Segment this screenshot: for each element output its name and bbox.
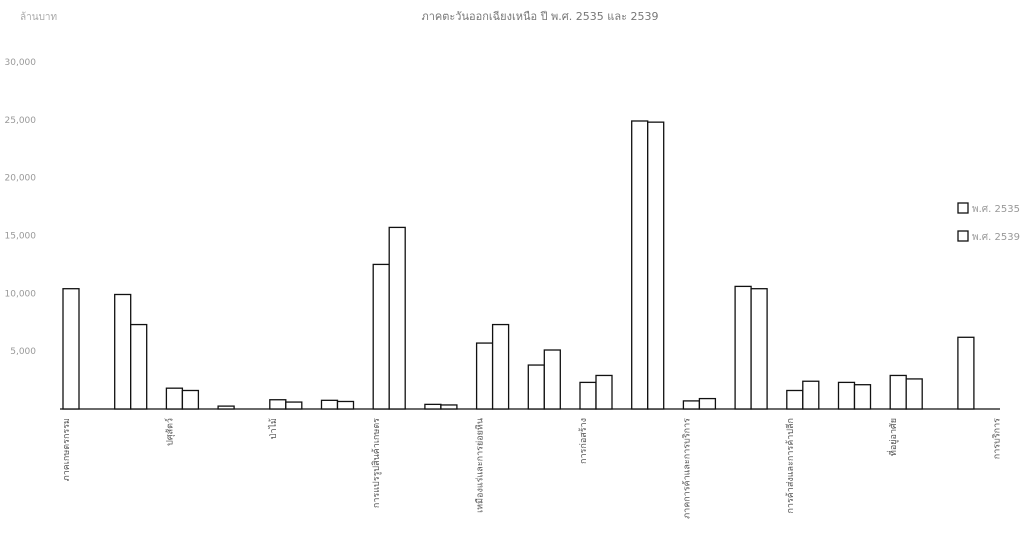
- bar-series2: [336, 400, 355, 410]
- legend-label: พ.ศ. 2535: [972, 204, 1020, 215]
- category-label: การก่อสร้าง: [578, 418, 589, 464]
- category-label: ภาคการค้าและการบริการ: [681, 418, 692, 519]
- bar-series2: [440, 404, 458, 410]
- bar-series1: [217, 405, 235, 410]
- bar-series2: [853, 384, 872, 410]
- y-axis-unit-label: ล้านบาท: [20, 11, 57, 23]
- bar-series1: [579, 381, 597, 410]
- bar-series1: [114, 293, 132, 410]
- category-label: การบริการ: [992, 418, 1003, 459]
- bar-series2: [130, 323, 148, 410]
- bar-series1: [475, 342, 494, 410]
- legend-swatch: [957, 202, 969, 214]
- bar-series2: [595, 374, 613, 410]
- y-tick-label: 15,000: [5, 232, 37, 242]
- bar-series2: [285, 401, 303, 410]
- legend-swatch: [957, 230, 969, 242]
- bar-series1: [62, 288, 80, 410]
- bar-series1: [786, 389, 804, 410]
- chart-title: ภาคตะวันออกเฉียงเหนือ ปี พ.ศ. 2535 และ 2…: [421, 10, 658, 23]
- legend-label: พ.ศ. 2539: [972, 232, 1020, 243]
- y-axis-ticks: 30,000 25,000 20,000 15,000 10,000 5,000: [5, 58, 37, 357]
- bar-series2: [388, 226, 406, 410]
- bar-series1: [320, 399, 339, 410]
- bar-series1: [527, 364, 545, 410]
- bar-series1: [734, 285, 752, 410]
- bar-series1: [837, 381, 856, 410]
- category-label: การแปรรูปสินค้าเกษตร: [371, 418, 382, 508]
- category-label: ที่อยู่อาศัย: [886, 418, 899, 456]
- bar-series2: [491, 323, 510, 410]
- bar-series2: [957, 336, 975, 410]
- category-label: เหมืองแร่และการย่อยหิน: [475, 418, 486, 513]
- bar-series2: [802, 380, 820, 410]
- bar-series2: [698, 397, 717, 410]
- bar-series1: [424, 403, 442, 410]
- category-label: ภาคเกษตรกรรม: [62, 418, 72, 481]
- bar-series2: [750, 288, 768, 410]
- bar-series2: [181, 389, 200, 410]
- y-tick-label: 20,000: [5, 174, 37, 184]
- y-tick-label: 30,000: [5, 58, 37, 68]
- bar-series1: [269, 399, 287, 410]
- bar-series2: [543, 349, 561, 410]
- bar-series1: [372, 263, 390, 410]
- category-label: ปศุสัตว์: [163, 418, 175, 446]
- y-tick-label: 5,000: [10, 347, 36, 357]
- category-label: การค้าส่งและการค้าปลีก: [785, 418, 796, 514]
- y-tick-label: 25,000: [5, 116, 37, 126]
- bar-series1: [682, 400, 701, 410]
- bars-group: [62, 120, 975, 410]
- bar-series1: [165, 387, 184, 410]
- bar-series2: [905, 378, 923, 410]
- bar-series2: [647, 121, 665, 410]
- category-label: ป่าไม้: [268, 418, 279, 439]
- y-tick-label: 10,000: [5, 289, 37, 299]
- category-labels: ภาคเกษตรกรรม ปศุสัตว์ ป่าไม้ การแปรรูปสินค้…: [62, 418, 1003, 519]
- bar-series1: [631, 120, 649, 410]
- bar-series1: [889, 374, 907, 410]
- legend: พ.ศ. 2535 พ.ศ. 2539: [957, 202, 1020, 243]
